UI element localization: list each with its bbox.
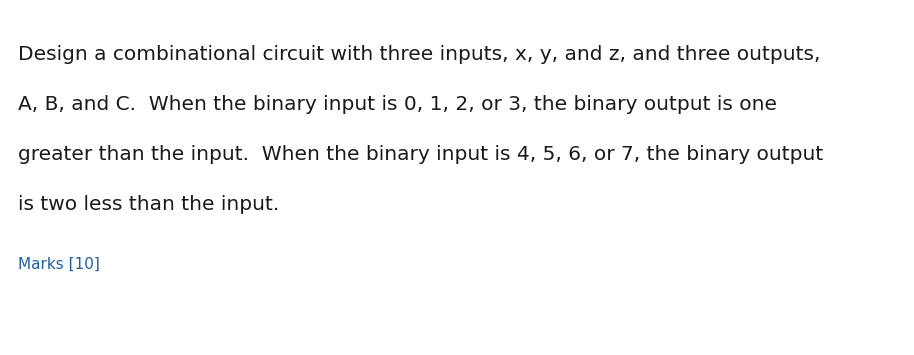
Text: Design a combinational circuit with three inputs, x, y, and z, and three outputs: Design a combinational circuit with thre…	[18, 45, 821, 64]
Text: A, B, and C.  When the binary input is 0, 1, 2, or 3, the binary output is one: A, B, and C. When the binary input is 0,…	[18, 95, 777, 114]
Text: is two less than the input.: is two less than the input.	[18, 195, 280, 214]
Text: greater than the input.  When the binary input is 4, 5, 6, or 7, the binary outp: greater than the input. When the binary …	[18, 145, 824, 164]
Text: Marks [10]: Marks [10]	[18, 257, 100, 272]
